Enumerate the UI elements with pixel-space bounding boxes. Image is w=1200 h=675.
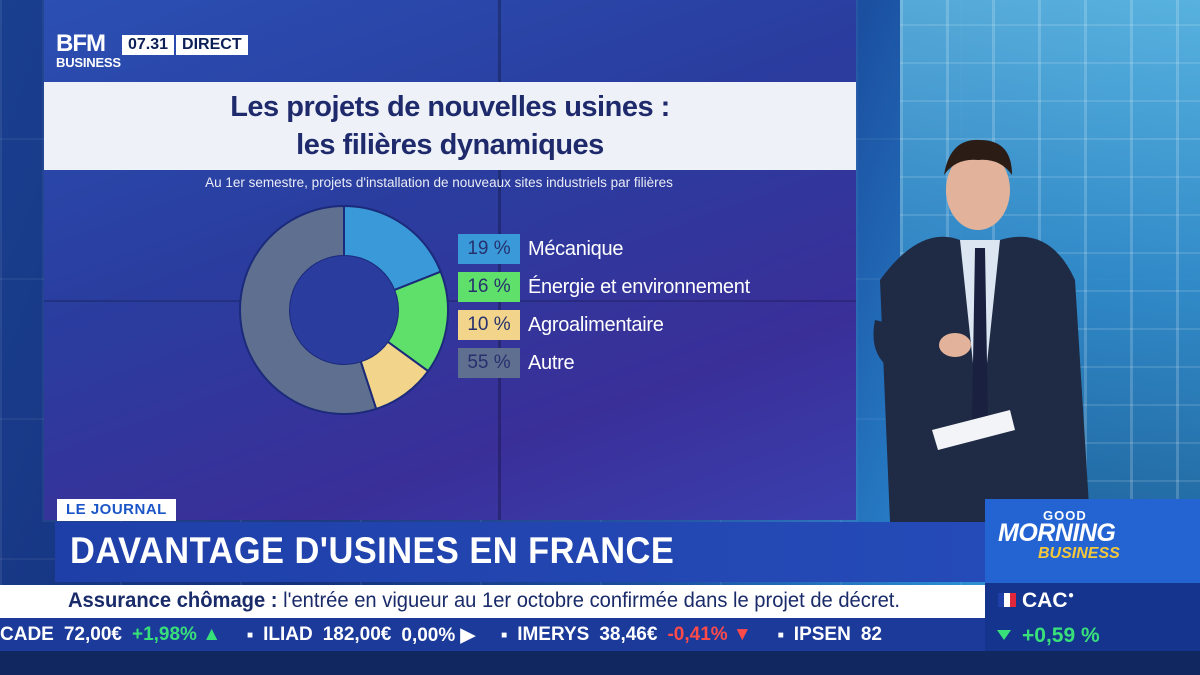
legend-value-3: 55 % (458, 348, 520, 378)
show-logo-good: GOOD (1043, 508, 1087, 523)
ticker-price-3: 82 (860, 624, 882, 645)
clock-time: 07.31 (122, 35, 175, 55)
presenter-hand (939, 333, 971, 357)
ticker-name-2: IMERYS (517, 624, 590, 645)
legend-label-1: Énergie et environnement (528, 275, 750, 298)
index-value: +0,59 % (1022, 624, 1100, 647)
legend-value-0: 19 % (458, 234, 520, 264)
presenter-hair (944, 139, 1012, 175)
ticker-name-1: ILIAD (263, 624, 313, 645)
ticker-name-0: CADE (0, 624, 54, 645)
screen-seam-horizontal (44, 300, 856, 302)
breaking-news: Assurance chômage : l'entrée en vigueur … (68, 589, 900, 613)
index-live-dot-icon: ● (1068, 590, 1075, 601)
breaking-news-bar (0, 585, 985, 618)
legend-item-2: 10 % Agroalimentaire (458, 306, 750, 344)
ticker-separator-icon: ■ (501, 629, 508, 641)
donut-chart (239, 204, 449, 415)
bottom-strip (0, 651, 1200, 675)
legend-item-3: 55 % Autre (458, 344, 750, 382)
trend-down-arrow-icon (997, 630, 1011, 640)
chart-title: Les projets de nouvelles usines : les fi… (44, 88, 856, 164)
legend-value-1: 16 % (458, 272, 520, 302)
ticker-name-3: IPSEN (793, 624, 851, 645)
segment-tag: LE JOURNAL (57, 499, 176, 521)
ticker-price-0: 72,00€ (63, 624, 122, 645)
chart-subtitle: Au 1er semestre, projets d'installation … (205, 175, 673, 190)
ticker-change-0: +1,98% ▲ (131, 624, 222, 645)
channel-logo: BFM BUSINESS (56, 30, 121, 71)
breaking-news-text: l'entrée en vigueur au 1er octobre confi… (277, 589, 900, 612)
presenter (873, 139, 1090, 522)
index-panel (985, 583, 1200, 651)
ticker-price-2: 38,46€ (599, 624, 658, 645)
france-flag-icon (998, 593, 1016, 607)
legend-label-0: Mécanique (528, 237, 624, 260)
show-logo-morning: MORNING (998, 519, 1116, 547)
chart-title-line1: Les projets de nouvelles usines : (230, 91, 670, 123)
presenter-tie (972, 248, 988, 430)
logo-business-text: BUSINESS (56, 55, 121, 70)
index-name: CAC (1022, 589, 1068, 612)
legend-value-2: 10 % (458, 310, 520, 340)
donut-hole (290, 256, 398, 364)
ticker-price-1: 182,00€ (322, 624, 392, 645)
stock-ticker: CADE 72,00€ +1,98% ▲ ■ ILIAD 182,00€ 0,00% ▶ ■ I… (0, 623, 892, 647)
presenter-head (946, 150, 1010, 230)
live-badge: DIRECT (176, 35, 248, 55)
show-logo-panel (985, 499, 1200, 583)
ticker-separator-icon: ■ (777, 629, 784, 641)
chart-title-panel (44, 82, 856, 170)
presenter-arm (873, 320, 960, 380)
legend-item-1: 16 % Énergie et environnement (458, 268, 750, 306)
chart-title-line2: les filières dynamiques (296, 129, 604, 161)
chart-legend: 19 % Mécanique 16 % Énergie et environnemen… (458, 230, 750, 382)
logo-bfm-text: BFM (56, 30, 106, 57)
ticker-separator-icon: ■ (247, 629, 254, 641)
live-clock: 07.31 DIRECT (122, 35, 248, 55)
headline: DAVANTAGE D'USINES EN FRANCE (70, 530, 675, 571)
breaking-news-topic: Assurance chômage : (68, 589, 278, 612)
ticker-change-1: 0,00% ▶ (401, 624, 476, 646)
stock-ticker-bar (0, 618, 985, 651)
presenter-papers (932, 410, 1015, 450)
legend-item-0: 19 % Mécanique (458, 230, 750, 268)
legend-label-2: Agroalimentaire (528, 313, 664, 336)
show-logo-business: BUSINESS (1038, 545, 1120, 562)
headline-bar (55, 522, 985, 582)
ticker-change-2: -0,41% ▼ (667, 624, 752, 645)
legend-label-3: Autre (528, 351, 575, 374)
